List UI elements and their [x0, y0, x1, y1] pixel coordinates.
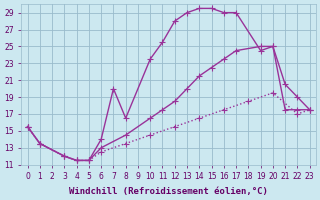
X-axis label: Windchill (Refroidissement éolien,°C): Windchill (Refroidissement éolien,°C) — [69, 187, 268, 196]
